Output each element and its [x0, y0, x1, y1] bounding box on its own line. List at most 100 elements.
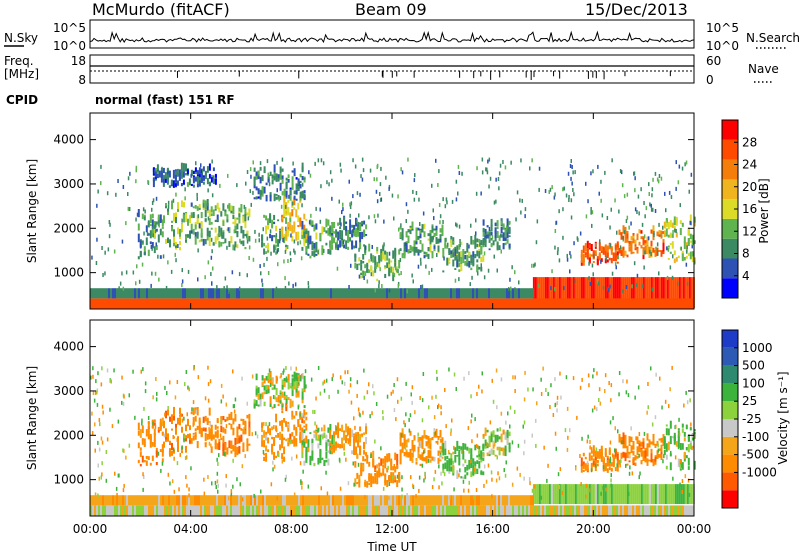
- power-cell: [276, 288, 278, 299]
- velocity-cell: [218, 495, 220, 506]
- power-cell: [180, 162, 183, 172]
- power-cell: [261, 175, 264, 182]
- velocity-cell: [353, 438, 356, 448]
- power-cell: [684, 277, 687, 309]
- power-cell: [275, 196, 278, 200]
- power-speckle: [504, 165, 507, 170]
- power-cell: [426, 298, 428, 309]
- power-cell: [315, 253, 318, 256]
- power-speckle: [693, 260, 696, 265]
- power-cell: [338, 288, 340, 299]
- velocity-cell: [466, 472, 469, 476]
- power-speckle: [393, 216, 395, 221]
- power-cell: [182, 179, 185, 185]
- power-cell: [566, 298, 568, 309]
- power-cell: [346, 288, 348, 299]
- power-cell: [174, 181, 177, 184]
- noise-tick-high-right: 10^5: [706, 21, 739, 35]
- power-cell: [202, 207, 205, 211]
- power-cell: [264, 298, 266, 309]
- power-speckle: [379, 267, 381, 272]
- power-cell: [210, 227, 213, 230]
- velocity-speckle: [598, 398, 600, 402]
- x-tick-label: 00:00: [73, 522, 108, 536]
- power-cell: [462, 255, 465, 264]
- velocity-cell: [208, 421, 211, 423]
- velocity-cell: [438, 505, 440, 516]
- power-speckle: [479, 242, 481, 247]
- velocity-speckle: [98, 447, 101, 452]
- power-cell: [179, 241, 181, 246]
- power-speckle: [422, 211, 425, 216]
- power-cell: [238, 215, 241, 224]
- power-cell: [106, 298, 108, 309]
- velocity-cell: [480, 457, 483, 463]
- velocity-cell: [261, 434, 264, 442]
- power-speckle: [571, 181, 573, 186]
- power-cell: [394, 298, 396, 309]
- velocity-cell: [630, 445, 633, 454]
- velocity-cell: [255, 388, 258, 396]
- power-cell: [273, 221, 276, 225]
- velocity-cell: [187, 433, 189, 439]
- power-cell: [688, 298, 690, 309]
- velocity-speckle: [143, 406, 145, 411]
- velocity-cell: [528, 495, 530, 506]
- power-cell: [404, 288, 406, 299]
- velocity-cell: [594, 505, 596, 516]
- velocity-cell: [476, 468, 479, 474]
- power-cell: [384, 298, 386, 309]
- velocity-cell: [312, 505, 314, 516]
- velocity-speckle: [393, 408, 396, 412]
- power-cell: [179, 234, 181, 240]
- power-cell: [194, 167, 197, 172]
- power-cell: [474, 234, 477, 244]
- power-cell: [192, 206, 195, 209]
- velocity-cell: [214, 505, 216, 516]
- velocity-speckle: [208, 427, 210, 432]
- velocity-speckle: [92, 366, 94, 371]
- power-cell: [354, 288, 356, 299]
- power-cell: [222, 220, 225, 226]
- velocity-cell: [168, 495, 170, 506]
- velocity-cell: [516, 505, 518, 516]
- velocity-speckle: [434, 431, 437, 436]
- velocity-cell: [214, 439, 217, 445]
- power-cell: [488, 298, 490, 309]
- velocity-speckle: [211, 481, 213, 486]
- velocity-cell: [640, 449, 643, 457]
- power-cell: [300, 298, 302, 309]
- velocity-speckle: [504, 473, 507, 478]
- power-cell: [252, 298, 254, 309]
- power-cell: [474, 241, 477, 249]
- velocity-speckle: [580, 482, 582, 487]
- power-cell: [208, 298, 210, 309]
- velocity-cell: [220, 505, 222, 516]
- power-speckle: [158, 277, 160, 282]
- power-cell: [544, 277, 547, 309]
- velocity-cell: [690, 505, 692, 516]
- velocity-speckle: [458, 451, 460, 456]
- velocity-cell: [327, 450, 330, 453]
- power-cell: [156, 288, 158, 299]
- power-cell: [162, 177, 165, 185]
- power-cell: [382, 288, 384, 299]
- power-cell: [339, 226, 342, 230]
- power-cell: [159, 214, 162, 222]
- velocity-cell: [594, 451, 597, 461]
- velocity-cell: [345, 439, 348, 444]
- nsky-label: N.Sky: [4, 31, 38, 45]
- velocity-cell: [216, 505, 218, 516]
- velocity-cell: [180, 495, 182, 506]
- velocity-speckle: [462, 479, 465, 484]
- velocity-cell: [98, 505, 100, 516]
- velocity-speckle: [241, 464, 244, 469]
- velocity-speckle: [178, 487, 180, 492]
- power-cell: [626, 233, 629, 239]
- velocity-speckle: [283, 368, 285, 373]
- power-cell: [292, 288, 294, 299]
- velocity-speckle: [638, 432, 641, 436]
- velocity-cell: [277, 395, 280, 403]
- power-cell: [297, 231, 300, 241]
- velocity-cell: [596, 484, 599, 505]
